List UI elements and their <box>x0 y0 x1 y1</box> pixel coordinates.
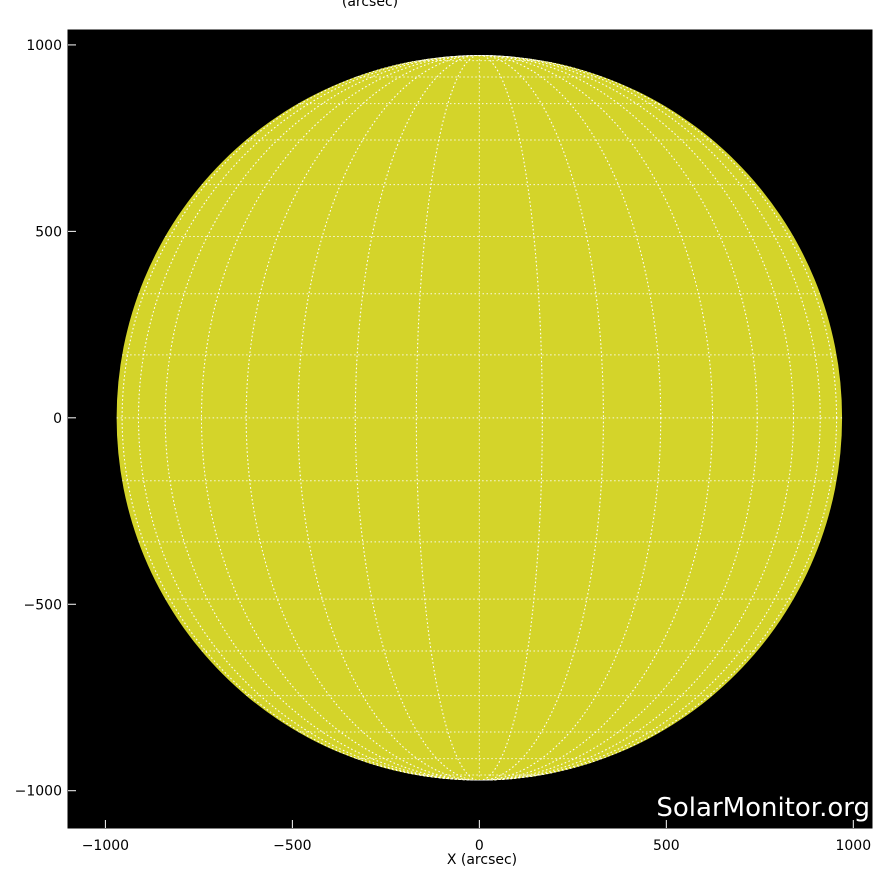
longitude-line <box>121 55 838 781</box>
watermark: SolarMonitor.org <box>656 793 870 823</box>
y-tick-label: 0 <box>53 411 62 427</box>
longitude-line <box>297 55 662 781</box>
y-tick-label: −500 <box>24 597 62 613</box>
longitude-line <box>200 55 758 781</box>
longitude-line <box>354 55 604 781</box>
x-axis-ticks: −1000 −500 0 500 1000 <box>82 820 871 854</box>
x-tick-label: −1000 <box>82 838 129 854</box>
longitude-line <box>245 55 714 781</box>
heliographic-grid <box>116 55 843 781</box>
plot-title: (arcsec) <box>342 0 398 10</box>
x-tick-label: −500 <box>273 838 311 854</box>
longitude-line <box>137 55 821 781</box>
x-axis-label: X (arcsec) <box>447 852 517 868</box>
x-tick-label: 0 <box>475 838 484 854</box>
x-tick-label: 500 <box>653 838 680 854</box>
y-axis-ticks: −1000 −500 0 500 1000 <box>15 38 76 800</box>
longitude-line <box>164 55 794 781</box>
y-tick-label: −1000 <box>15 784 62 800</box>
y-tick-label: 500 <box>35 224 62 240</box>
plot-frame <box>67 29 873 829</box>
x-tick-label: 1000 <box>835 838 871 854</box>
longitude-line <box>415 55 543 781</box>
y-tick-label: 1000 <box>26 38 62 54</box>
